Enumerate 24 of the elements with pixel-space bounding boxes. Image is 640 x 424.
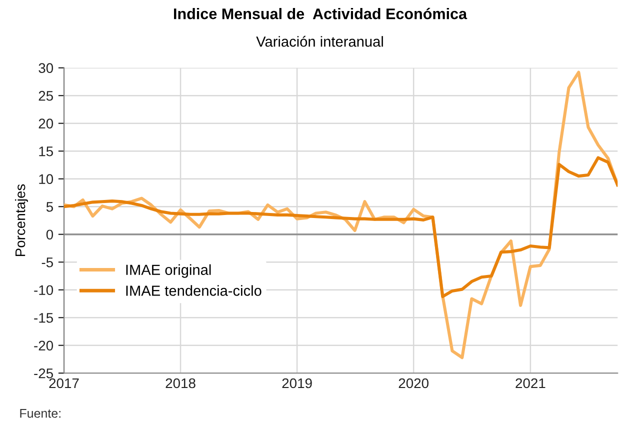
legend-label: IMAE tendencia-ciclo xyxy=(126,285,262,296)
y-tick-label: -5 xyxy=(42,258,53,268)
y-tick-label: 25 xyxy=(38,90,54,101)
source-note: Fuente: xyxy=(20,409,60,418)
y-tick-label: 30 xyxy=(38,63,54,74)
legend-label: IMAE original xyxy=(126,264,211,278)
line-series xyxy=(64,156,618,298)
y-tick-label: -10 xyxy=(34,285,54,296)
y-tick-label: -15 xyxy=(34,313,54,323)
x-tick-label: 2021 xyxy=(516,378,546,388)
y-axis-title: Porcentajes xyxy=(15,184,28,256)
y-tick-label: 15 xyxy=(39,146,54,156)
y-tick-label: -20 xyxy=(34,340,54,351)
x-tick-label: 2018 xyxy=(166,378,196,388)
y-tick-label: -25 xyxy=(34,368,54,378)
x-tick-label: 2019 xyxy=(282,378,312,388)
chart-subtitle: Variación interanual xyxy=(256,36,383,47)
chart-title: Indice Mensual de Actividad Económica xyxy=(174,8,468,20)
x-tick-label: 2017 xyxy=(49,378,79,388)
y-tick-label: 5 xyxy=(46,202,53,212)
y-tick-label: 20 xyxy=(38,118,54,129)
y-tick-label: 10 xyxy=(39,174,54,184)
x-tick-label: 2020 xyxy=(398,378,428,388)
y-tick-label: 0 xyxy=(46,230,54,240)
